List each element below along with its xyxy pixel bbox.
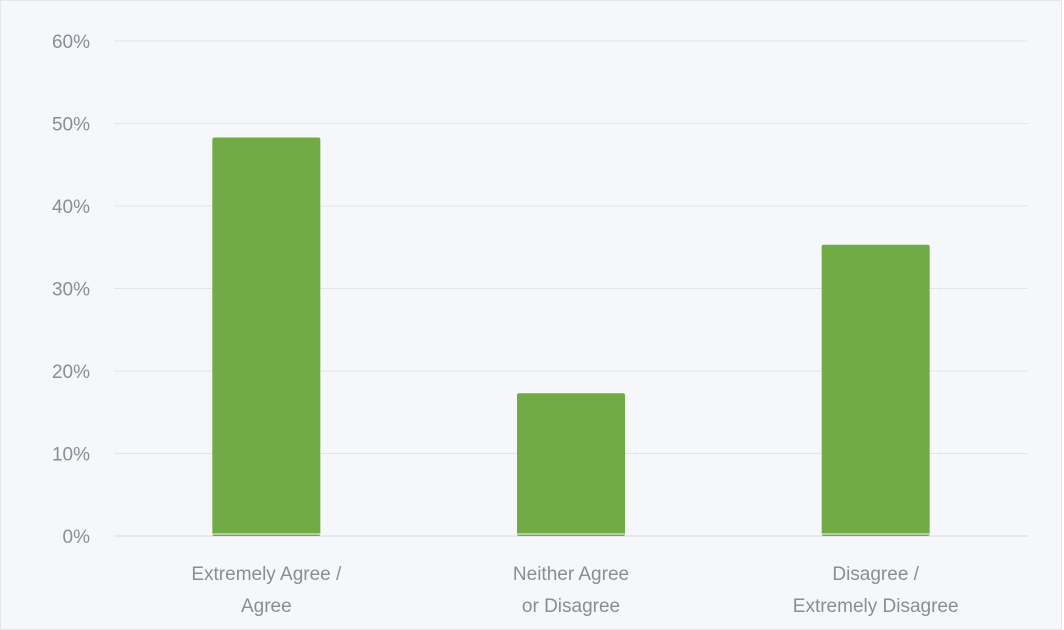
bar [821, 244, 930, 536]
x-category-label-line: Agree [241, 596, 292, 617]
bars [212, 137, 930, 536]
y-tick-label: 60% [52, 32, 90, 53]
x-category-label-line: or Disagree [522, 596, 620, 617]
y-axis-ticks: 0% 10% 20% 30% 40% 50% 60% [52, 32, 90, 548]
x-category-label: Disagree / Extremely Disagree [793, 564, 959, 617]
x-category-label-line: Extremely Agree / [191, 564, 342, 585]
y-tick-label: 0% [63, 527, 91, 548]
y-tick-label: 10% [52, 445, 90, 466]
x-category-label: Neither Agree or Disagree [513, 564, 629, 617]
y-tick-label: 50% [52, 115, 90, 136]
bar [212, 137, 321, 536]
x-category-label-line: Disagree / [832, 564, 919, 585]
y-tick-label: 20% [52, 362, 90, 383]
x-category-label: Extremely Agree / Agree [191, 564, 342, 617]
y-tick-label: 40% [52, 197, 90, 218]
x-category-label-line: Extremely Disagree [793, 596, 959, 617]
x-axis-labels: Extremely Agree / Agree Neither Agree or Di… [191, 564, 958, 617]
bar [517, 393, 625, 536]
x-category-label-line: Neither Agree [513, 564, 629, 585]
y-tick-label: 30% [52, 280, 90, 301]
